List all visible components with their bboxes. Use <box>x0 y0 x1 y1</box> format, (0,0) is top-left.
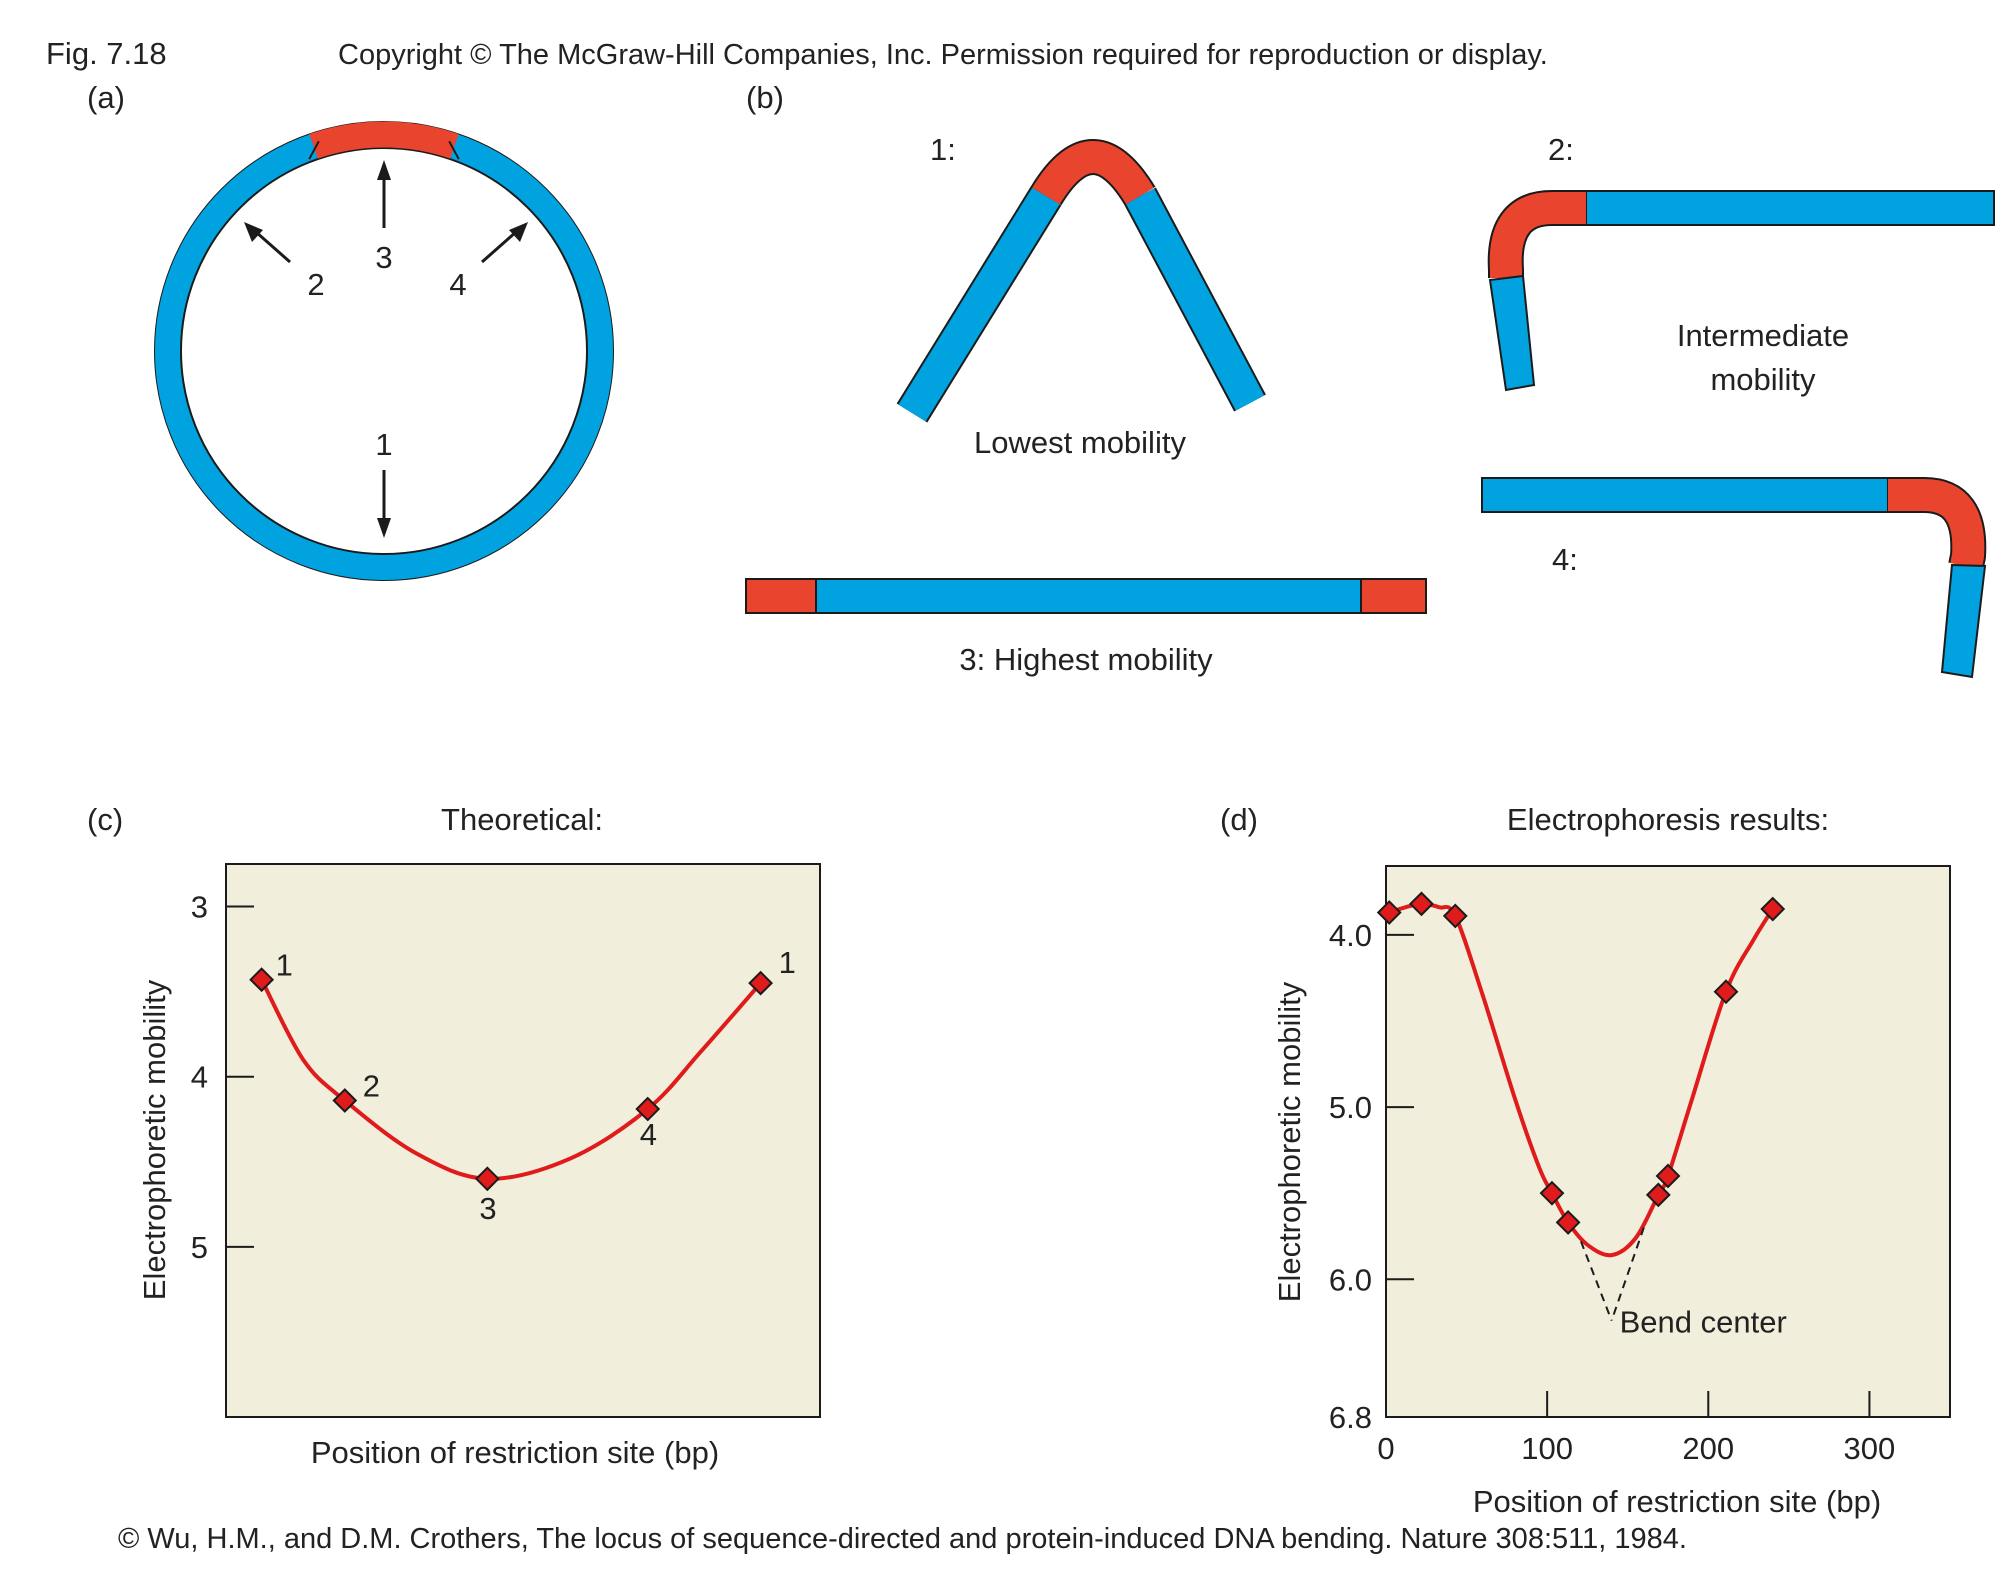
chart-c-y-axis-label: Electrophoretic mobility <box>137 979 172 1300</box>
citation-footer: © Wu, H.M., and D.M. Crothers, The locus… <box>118 1523 1687 1555</box>
chart-d-plot-area <box>1385 865 1951 1418</box>
chart-d-x-tick-label: 300 <box>1844 1431 1896 1466</box>
chart-c-y-tick-label: 5 <box>191 1230 208 1265</box>
chart-c-y-tick-label: 3 <box>191 890 208 925</box>
cut-site-arrow-2 <box>244 222 291 264</box>
chart-c-title: Theoretical: <box>441 802 603 837</box>
chart-c-y-tick-label: 4 <box>191 1060 208 1095</box>
cut-site-label-4: 4 <box>449 267 466 302</box>
chart-c-point-label: 1 <box>779 945 796 980</box>
chart-d-data-point <box>1376 900 1402 925</box>
chart-d-y-tick-label: 5.0 <box>1329 1090 1372 1125</box>
chart-c-data-point <box>474 1166 500 1192</box>
fragment-3-shape <box>745 578 1427 614</box>
cut-site-arrow-4 <box>481 222 528 264</box>
chart-c-point-label: 2 <box>363 1069 380 1104</box>
cut-site-label-1: 1 <box>375 427 392 462</box>
chart-d-data-point <box>1409 891 1434 917</box>
chart-c-data-point <box>635 1096 661 1122</box>
chart-c-data-point <box>748 970 774 996</box>
chart-c-point-label: 4 <box>640 1117 657 1152</box>
panel-b-label: (b) <box>746 80 784 115</box>
panel-d: (d) Electrophoresis results: 4.0 5.0 6.0 6.… <box>1220 802 1951 1519</box>
fragment-1-shape <box>896 139 1266 423</box>
panel-d-label: (d) <box>1220 802 1258 837</box>
dna-ring-outline-inner <box>180 147 588 555</box>
chart-d-x-tick-label: 100 <box>1521 1431 1573 1466</box>
fragment-2-label: 2: <box>1548 132 1574 167</box>
chart-c-data-point <box>249 967 275 993</box>
chart-c-x-axis-label: Position of restriction site (bp) <box>311 1435 719 1470</box>
bend-center-dash-left <box>1580 1241 1613 1321</box>
panel-a-label: (a) <box>87 80 125 115</box>
chart-d-y-tick-label: 6.8 <box>1329 1400 1372 1435</box>
fragment-4-label: 4: <box>1552 542 1578 577</box>
chart-d-data-point <box>1555 1210 1581 1235</box>
chart-d-data-point <box>1713 979 1739 1005</box>
cut-site-label-2: 2 <box>307 267 324 302</box>
fragment-1-caption: Lowest mobility <box>974 425 1186 460</box>
chart-d-title: Electrophoresis results: <box>1507 802 1829 837</box>
panel-a: (a) 3 2 4 1 <box>87 80 614 581</box>
chart-d-data-point <box>1442 903 1468 929</box>
chart-d-data-point <box>1645 1182 1671 1208</box>
chart-d-x-tick-label: 0 <box>1377 1431 1394 1466</box>
fragment-2-shape <box>1487 190 1995 392</box>
panel-b: (b) 1: Lowest mobility 2: Intermediate m… <box>745 80 1995 679</box>
bend-center-dash-right <box>1610 1227 1645 1321</box>
fragment-2-caption-line1: Intermediate <box>1677 318 1849 353</box>
figure-label: Fig. 7.18 <box>46 36 167 71</box>
chart-d-data-point <box>1539 1180 1565 1206</box>
chart-d-y-tick-label: 4.0 <box>1329 918 1372 953</box>
chart-d-x-axis-label: Position of restriction site (bp) <box>1473 1484 1881 1519</box>
fragment-3-caption: 3: Highest mobility <box>959 642 1213 677</box>
cut-site-arrow-1 <box>377 470 391 538</box>
panel-c: (c) Theoretical: 3 4 5 1 2 3 4 1 Electrophoret… <box>87 802 821 1470</box>
cut-site-arrow-3 <box>377 160 391 228</box>
chart-c-point-label: 1 <box>276 948 293 983</box>
fragment-4-shape <box>1481 477 1987 679</box>
chart-d-data-point <box>1655 1163 1681 1189</box>
chart-d-x-tick-label: 200 <box>1682 1431 1734 1466</box>
bend-segment-ring <box>309 121 459 159</box>
cut-site-label-3: 3 <box>375 240 392 275</box>
chart-c-data-point <box>332 1088 358 1113</box>
fragment-2-caption-line2: mobility <box>1710 362 1816 397</box>
chart-c-plot-area <box>225 863 821 1418</box>
bend-center-annotation: Bend center <box>1620 1305 1787 1340</box>
copyright-notice: Copyright © The McGraw-Hill Companies, I… <box>338 39 1548 71</box>
panel-c-label: (c) <box>87 802 123 837</box>
chart-d-y-tick-label: 6.0 <box>1329 1262 1372 1297</box>
chart-d-y-axis-label: Electrophoretic mobility <box>1272 981 1307 1302</box>
fragment-1-label: 1: <box>930 132 956 167</box>
chart-d-data-point <box>1760 896 1786 922</box>
chart-c-point-label: 3 <box>479 1191 496 1226</box>
